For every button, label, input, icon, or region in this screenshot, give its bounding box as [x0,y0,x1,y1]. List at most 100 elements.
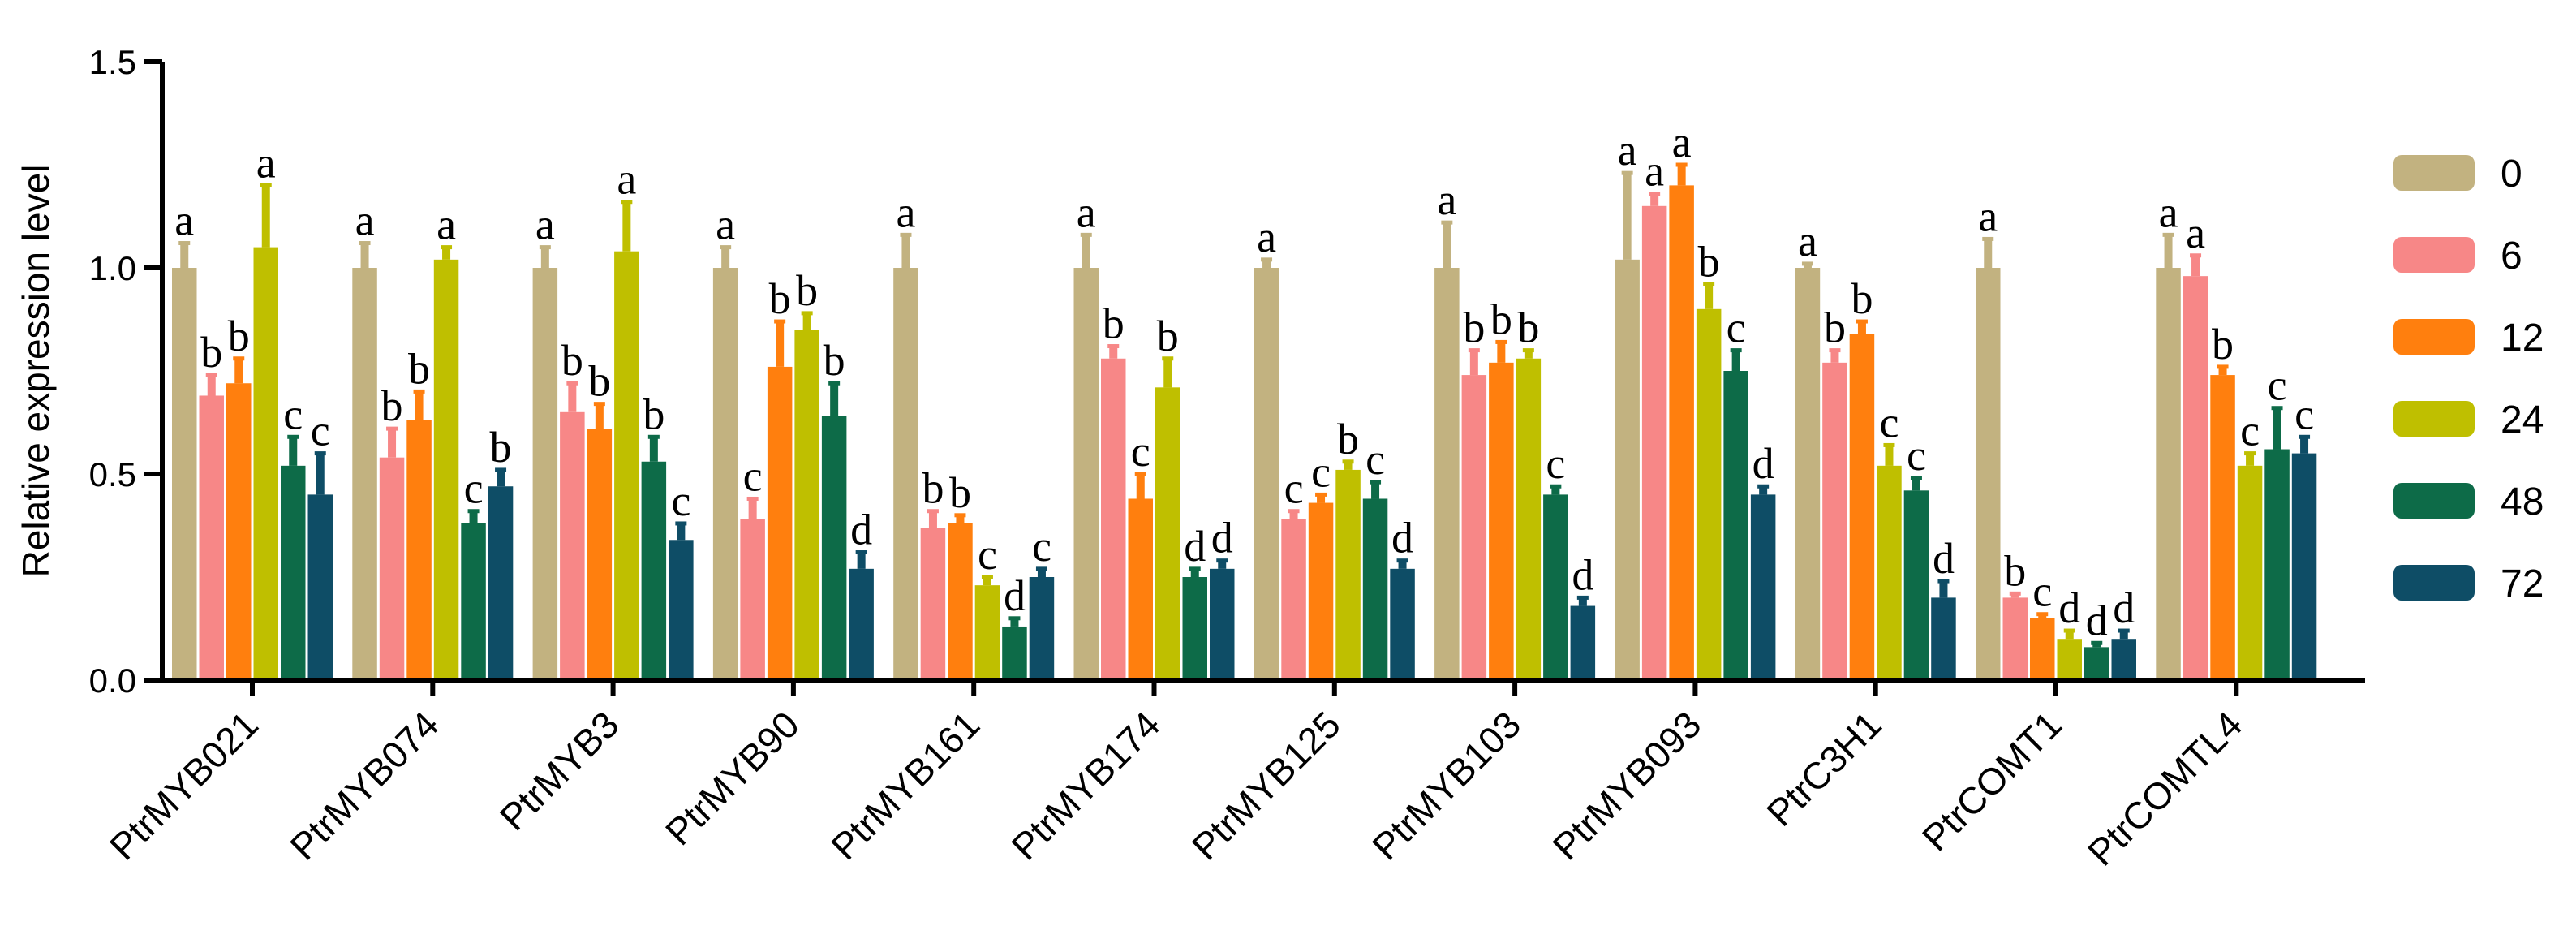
significance-label: b [200,328,222,377]
bar [2030,618,2055,680]
x-tick-label: PtrMYB021 [101,703,266,868]
legend-label: 72 [2501,562,2544,605]
x-tick-label: PtrMYB174 [1003,703,1168,868]
significance-label: c [671,476,690,525]
significance-label: a [1077,187,1096,236]
bar [1281,519,1306,680]
significance-label: a [174,196,194,245]
bar [1641,205,1667,681]
significance-label: b [2212,320,2234,368]
bar [587,429,613,680]
legend-label: 48 [2501,480,2544,523]
bar [1795,268,1821,680]
bar [560,411,585,680]
bar [226,383,252,680]
legend-label: 0 [2501,153,2522,196]
bar [406,420,432,680]
significance-label: c [1727,304,1746,352]
y-tick-label: 1.5 [89,43,136,81]
bar [2264,449,2290,680]
significance-label: a [256,138,276,187]
significance-label: b [1157,312,1179,360]
bar [1931,597,1956,680]
bar [1877,465,1902,680]
y-axis-label: Relative expression level [15,165,57,578]
bar [1029,577,1055,680]
bar [1903,490,1929,680]
significance-label: b [1824,304,1846,352]
x-tick-label: PtrC3H1 [1758,703,1889,834]
bar [2183,276,2208,680]
bar [920,528,946,680]
significance-label: c [2240,407,2260,455]
legend-swatch [2393,237,2475,273]
significance-label: b [1517,304,1539,352]
significance-label: b [1698,237,1720,286]
bar [1210,568,1235,680]
significance-label: a [1257,213,1276,261]
bar [1696,308,1722,680]
bar [740,519,765,680]
x-tick-label: PtrCOMT1 [1914,703,2070,859]
significance-label: d [2113,584,2135,632]
bar [1489,362,1514,680]
significance-label: b [1490,295,1512,343]
significance-label: b [1337,415,1359,463]
bar [1976,268,2001,680]
significance-label: b [796,266,818,315]
bar [2057,639,2082,680]
bar [767,366,793,680]
bar [1543,494,1568,680]
significance-label: c [464,464,484,513]
bar [893,268,918,680]
bar [352,268,377,680]
bar [488,486,514,680]
bar [1615,259,1640,681]
significance-label: d [1004,571,1026,620]
bar [1390,568,1415,680]
bar [199,395,224,680]
significance-label: b [588,357,610,406]
significance-label: a [716,200,735,249]
bar [1002,626,1027,680]
significance-label: c [1311,447,1331,496]
significance-label: b [1463,304,1485,352]
bar [1669,185,1694,680]
bar-group: a c b bb d [712,200,874,680]
significance-label: d [1184,522,1206,571]
significance-label: b [490,423,512,472]
bar-group: a b b b c d [1434,175,1596,680]
bar [821,416,847,680]
bar [1128,498,1153,680]
bar [1434,268,1460,680]
bar [2210,375,2235,680]
significance-label: c [1546,439,1565,488]
legend-label: 12 [2501,317,2544,360]
significance-label: b [408,344,430,393]
legend-swatch [2393,155,2475,191]
significance-label: d [1752,439,1774,488]
significance-label: d [1572,550,1593,599]
legend: 0 6 12 24 48 72 [2393,153,2544,605]
significance-label: c [2294,390,2314,438]
legend-item: 72 [2393,562,2544,605]
bar [1335,469,1361,680]
legend-label: 6 [2501,235,2522,278]
x-tick-label: PtrMYB90 [657,703,807,853]
bar [948,523,973,680]
significance-label: a [437,200,456,249]
bar [1362,498,1388,680]
y-tick-label: 0.0 [89,661,136,700]
bar [669,540,694,680]
significance-label: c [2268,361,2287,410]
significance-label: b [949,468,971,517]
significance-label: a [2159,187,2178,236]
significance-label: c [1907,431,1926,480]
bar [849,568,874,680]
bar [641,461,667,680]
bar [1849,334,1875,680]
